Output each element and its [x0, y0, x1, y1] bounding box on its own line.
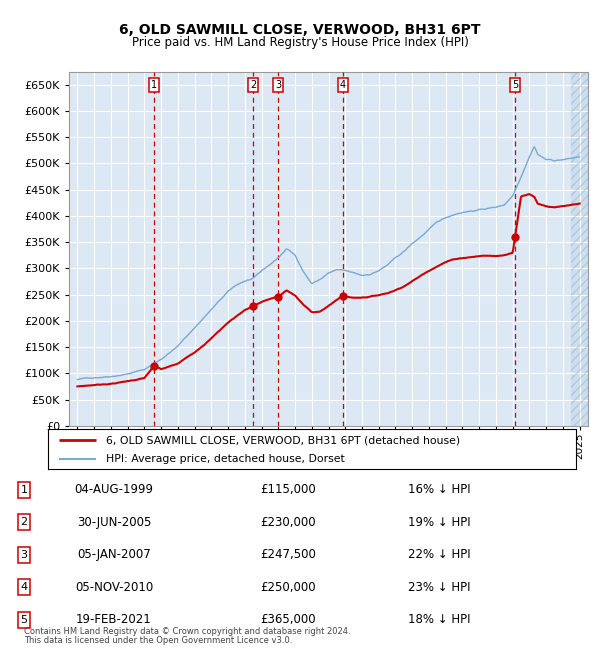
Text: 6, OLD SAWMILL CLOSE, VERWOOD, BH31 6PT (detached house): 6, OLD SAWMILL CLOSE, VERWOOD, BH31 6PT … [106, 436, 460, 445]
Text: 5: 5 [512, 81, 518, 90]
Text: 22% ↓ HPI: 22% ↓ HPI [408, 549, 470, 561]
Text: 2: 2 [20, 517, 28, 527]
Text: 4: 4 [20, 582, 28, 592]
Text: 05-NOV-2010: 05-NOV-2010 [75, 581, 153, 594]
Text: £115,000: £115,000 [260, 483, 316, 497]
Text: £365,000: £365,000 [260, 614, 316, 627]
Text: HPI: Average price, detached house, Dorset: HPI: Average price, detached house, Dors… [106, 454, 345, 464]
Text: £250,000: £250,000 [260, 581, 316, 594]
Text: Contains HM Land Registry data © Crown copyright and database right 2024.: Contains HM Land Registry data © Crown c… [24, 627, 350, 636]
Text: 30-JUN-2005: 30-JUN-2005 [77, 516, 151, 529]
Text: 5: 5 [20, 615, 28, 625]
Text: 16% ↓ HPI: 16% ↓ HPI [408, 483, 470, 497]
Text: 3: 3 [20, 550, 28, 560]
Text: Price paid vs. HM Land Registry's House Price Index (HPI): Price paid vs. HM Land Registry's House … [131, 36, 469, 49]
Text: 19% ↓ HPI: 19% ↓ HPI [408, 516, 470, 529]
Text: £247,500: £247,500 [260, 549, 316, 561]
Text: 04-AUG-1999: 04-AUG-1999 [74, 483, 154, 497]
Text: 1: 1 [151, 81, 157, 90]
Text: 2: 2 [250, 81, 256, 90]
Text: 6, OLD SAWMILL CLOSE, VERWOOD, BH31 6PT: 6, OLD SAWMILL CLOSE, VERWOOD, BH31 6PT [119, 23, 481, 37]
Text: 23% ↓ HPI: 23% ↓ HPI [408, 581, 470, 594]
Text: 05-JAN-2007: 05-JAN-2007 [77, 549, 151, 561]
Bar [571, 72, 588, 426]
Text: 3: 3 [275, 81, 281, 90]
Text: £230,000: £230,000 [260, 516, 316, 529]
Text: 4: 4 [340, 81, 346, 90]
Text: 1: 1 [20, 485, 28, 495]
Text: 18% ↓ HPI: 18% ↓ HPI [408, 614, 470, 627]
Text: This data is licensed under the Open Government Licence v3.0.: This data is licensed under the Open Gov… [24, 636, 292, 645]
Bar [571, 72, 588, 426]
Text: 19-FEB-2021: 19-FEB-2021 [76, 614, 152, 627]
